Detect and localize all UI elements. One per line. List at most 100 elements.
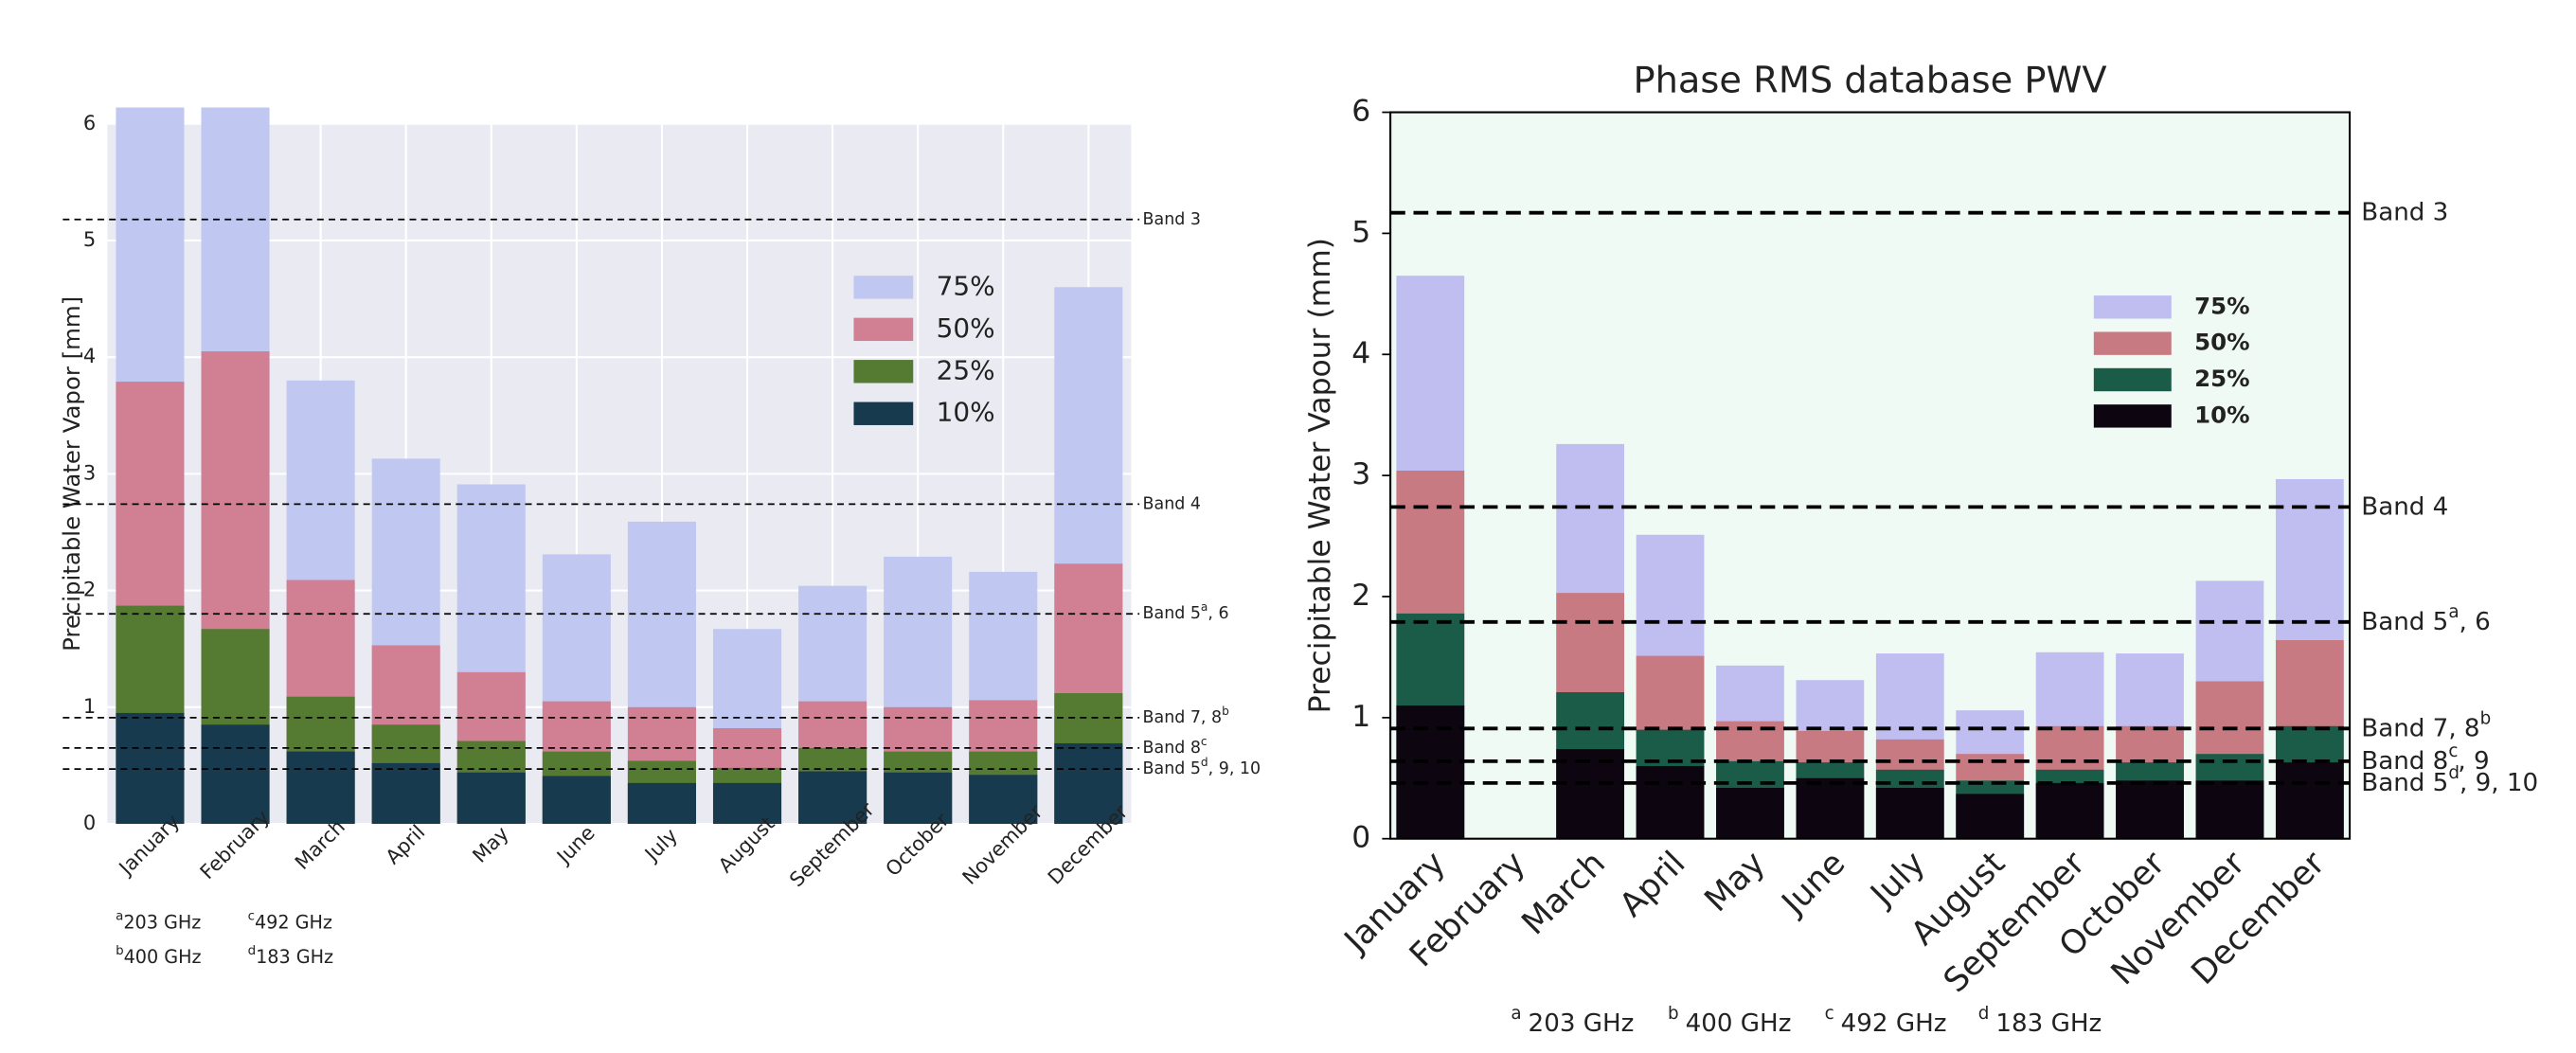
x-tick-label: March [1515,845,1613,942]
y-tick-label: 5 [1351,215,1370,249]
legend-label: 75% [937,270,995,301]
superscript: b [2480,708,2492,728]
y-tick-label: 0 [1351,821,1370,855]
bar [1636,765,1705,839]
band-label: Band 5a, 6 [1143,600,1229,624]
bar [1796,777,1865,839]
plot-frame [1389,111,2352,840]
band-name: Band 5 [2361,768,2448,796]
legend-swatch [853,317,914,342]
band-label: Band 4 [1143,494,1201,513]
band-label: Band 8c, 9 [2361,741,2489,775]
band-label: Band 3 [1143,210,1201,229]
legend-label: 50% [937,312,995,344]
y-tick-label: 5 [83,228,96,251]
band-name: Band 7, 8 [1143,708,1223,727]
y-tick-label: 6 [1351,95,1370,129]
y-tick-label: 2 [83,579,96,601]
footnote-text: 183 GHz [1995,1008,2102,1037]
footnote-text: 203 GHz [123,911,201,933]
legend-swatch [2093,367,2172,392]
superscript: d [1978,1003,1990,1023]
bar [2195,780,2264,839]
x-tick-label: July [639,824,682,866]
bar [1875,787,1944,839]
footnote: a 203 GHz [1511,1003,1634,1037]
bar [1396,705,1465,839]
superscript: a [116,909,123,923]
y-tick-label: 4 [83,345,96,367]
y-tick-label: 3 [83,461,96,484]
plot-background [1390,112,2351,839]
x-tick-label: April [1613,845,1693,925]
legend-label: 50% [2194,329,2249,356]
chart-title: Phase RMS database PWV [1634,60,2107,102]
bar [2116,780,2184,839]
band-label: Band 4 [2361,492,2448,521]
superscript: b [116,944,124,958]
bar [371,762,440,825]
y-axis-label: Precipitable Water Vapor [mm] [58,296,85,651]
bar [969,775,1038,825]
band-label: Band 3 [2361,198,2448,226]
bar [456,772,526,825]
legend-label: 25% [2194,365,2249,392]
x-tick-label: July [1863,845,1933,915]
superscript: d [1201,756,1208,769]
band-label: Band 5a, 6 [2361,601,2491,635]
y-tick-label: 6 [83,112,96,134]
bar [201,724,270,825]
x-tick-label: June [1774,845,1852,923]
footnote: b400 GHz [116,944,201,968]
band-name: Band 7, 8 [2361,714,2479,742]
legend-swatch [2093,331,2172,355]
band-name: Band 4 [1143,494,1201,513]
bar [1054,742,1123,825]
band-label: Band 5d, 9, 10 [1143,756,1261,779]
band-label: Band 5d, 9, 10 [2361,762,2538,796]
legend-label: 10% [2194,401,2249,428]
y-tick-label: 4 [1351,336,1370,370]
footnote: a203 GHz [116,909,201,933]
superscript: c [248,909,255,923]
y-tick-label: 3 [1351,457,1370,491]
band-name: Band 3 [1143,210,1201,229]
superscript: a [1511,1003,1521,1023]
superscript: c [1201,734,1208,747]
band-name: Band 8 [1143,739,1201,758]
legend-label: 10% [937,397,995,428]
footnote-text: 203 GHz [1529,1008,1635,1037]
band-suffix: , 9, 10 [2460,768,2538,796]
bar [286,751,355,825]
legend-swatch [853,402,914,425]
chart-panel: Phase RMS database PWV0123456JanuaryFebr… [1303,60,2538,1038]
legend-swatch [853,276,914,299]
legend-swatch [2093,295,2172,319]
bar [1556,749,1625,839]
x-tick-label: May [468,822,513,867]
bar [1956,794,2025,839]
footnote-text: 400 GHz [1686,1008,1792,1037]
footnote-text: 492 GHz [255,911,332,933]
y-tick-label: 1 [83,695,96,718]
bar [798,771,868,825]
footnote: c492 GHz [248,909,332,933]
footnote-text: 183 GHz [256,946,333,968]
bar [2275,762,2344,839]
x-tick-label: May [1698,845,1773,919]
y-tick-label: 0 [83,812,96,834]
bar [2035,782,2104,839]
band-suffix: , 9, 10 [1208,759,1261,778]
band-name: Band 5 [1143,759,1201,778]
superscript: c [2448,741,2458,760]
superscript: d [2448,762,2460,782]
bar [627,782,696,825]
legend-label: 75% [2194,292,2249,319]
superscript: d [248,944,257,958]
legend-label: 25% [937,354,995,385]
